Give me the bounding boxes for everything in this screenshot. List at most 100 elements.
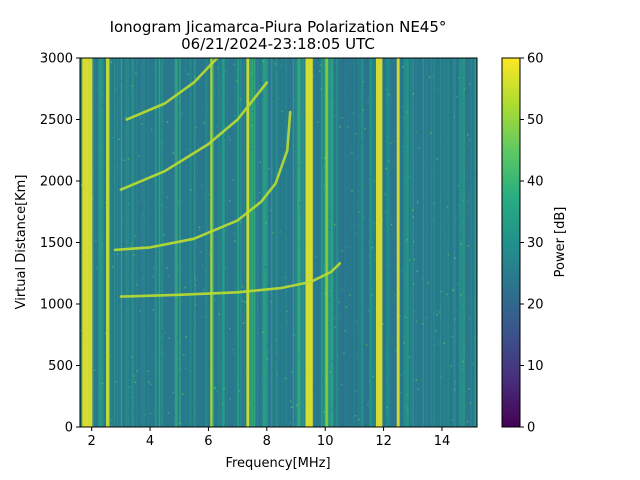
- noise-speckle: [238, 389, 240, 392]
- noise-speckle: [233, 63, 236, 66]
- noise-streak: [336, 58, 337, 427]
- noise-speckle: [166, 157, 168, 160]
- noise-speckle: [434, 204, 437, 206]
- noise-streak: [218, 58, 220, 427]
- noise-streak: [321, 58, 323, 427]
- noise-streak: [80, 58, 83, 427]
- noise-speckle: [460, 243, 462, 246]
- noise-speckle: [471, 354, 473, 357]
- noise-speckle: [473, 264, 475, 266]
- noise-speckle: [362, 190, 365, 193]
- noise-speckle: [100, 347, 102, 349]
- noise-speckle: [279, 231, 281, 233]
- noise-speckle: [205, 252, 207, 254]
- noise-speckle: [138, 414, 141, 416]
- noise-speckle: [137, 413, 139, 416]
- noise-speckle: [405, 111, 408, 113]
- noise-speckle: [360, 142, 363, 145]
- noise-speckle: [455, 217, 458, 219]
- noise-speckle: [274, 149, 277, 152]
- noise-speckle: [331, 360, 333, 362]
- noise-speckle: [455, 116, 458, 119]
- noise-speckle: [354, 211, 357, 213]
- noise-speckle: [388, 344, 390, 347]
- noise-speckle: [355, 390, 357, 392]
- noise-streak: [385, 58, 389, 427]
- noise-speckle: [196, 282, 198, 285]
- noise-speckle: [436, 158, 438, 160]
- noise-speckle: [360, 419, 363, 421]
- x-axis-label: Frequency[MHz]: [225, 456, 330, 471]
- y-axis: 0 500 1000 1500 2000 2500 3000: [40, 52, 80, 436]
- noise-speckle: [360, 320, 363, 323]
- colorbar-tick-label: 20: [527, 298, 544, 313]
- noise-speckle: [243, 68, 245, 71]
- noise-speckle: [214, 425, 217, 427]
- noise-speckle: [300, 209, 303, 212]
- noise-streak: [285, 58, 287, 427]
- noise-streak: [428, 58, 430, 427]
- noise-speckle: [431, 215, 433, 217]
- noise-speckle: [425, 111, 427, 113]
- noise-speckle: [277, 336, 280, 338]
- noise-speckle: [333, 223, 336, 226]
- noise-speckle: [286, 321, 288, 323]
- noise-speckle: [295, 122, 297, 124]
- x-tick-label: 6: [204, 434, 212, 449]
- noise-speckle: [95, 361, 97, 364]
- noise-speckle: [115, 380, 117, 383]
- noise-speckle: [329, 371, 331, 373]
- noise-speckle: [389, 270, 391, 272]
- noise-speckle: [333, 115, 336, 117]
- noise-speckle: [437, 88, 439, 91]
- noise-speckle: [280, 326, 282, 328]
- noise-speckle: [80, 159, 82, 161]
- noise-speckle: [229, 398, 231, 400]
- noise-speckle: [193, 372, 196, 375]
- x-axis: 2 4 6 8 10 12 14: [88, 427, 450, 449]
- noise-speckle: [299, 382, 302, 384]
- noise-speckle: [214, 386, 216, 388]
- noise-streak: [282, 58, 283, 427]
- noise-streak: [244, 58, 245, 427]
- noise-speckle: [354, 415, 356, 417]
- noise-streak: [388, 58, 391, 427]
- noise-streak: [302, 58, 305, 427]
- noise-streak: [292, 58, 295, 427]
- noise-streak: [250, 58, 252, 427]
- noise-streak: [431, 58, 434, 427]
- noise-speckle: [214, 94, 216, 97]
- noise-speckle: [417, 200, 419, 202]
- noise-speckle: [130, 245, 132, 247]
- noise-speckle: [80, 164, 83, 167]
- noise-streak: [388, 58, 390, 427]
- noise-speckle: [403, 341, 405, 344]
- noise-speckle: [447, 203, 449, 205]
- noise-speckle: [112, 137, 114, 139]
- y-tick-label: 2000: [40, 175, 73, 190]
- noise-speckle: [278, 186, 280, 189]
- noise-speckle: [117, 100, 120, 103]
- noise-streak: [354, 58, 356, 427]
- noise-speckle: [367, 191, 369, 193]
- noise-speckle: [176, 119, 179, 121]
- noise-streak: [239, 58, 242, 427]
- noise-streak: [399, 58, 401, 427]
- noise-streak: [332, 58, 336, 427]
- noise-speckle: [474, 331, 476, 333]
- noise-speckle: [280, 65, 282, 67]
- noise-speckle: [204, 316, 207, 318]
- noise-speckle: [250, 73, 252, 75]
- noise-speckle: [148, 332, 150, 334]
- noise-speckle: [189, 370, 191, 372]
- noise-streak: [456, 58, 458, 427]
- noise-streak: [185, 58, 187, 427]
- noise-speckle: [222, 102, 225, 104]
- noise-speckle: [152, 65, 154, 67]
- noise-speckle: [212, 421, 215, 423]
- noise-speckle: [219, 248, 221, 251]
- noise-speckle: [366, 85, 369, 88]
- noise-speckle: [458, 77, 460, 79]
- noise-speckle: [99, 396, 101, 398]
- noise-speckle: [429, 322, 432, 324]
